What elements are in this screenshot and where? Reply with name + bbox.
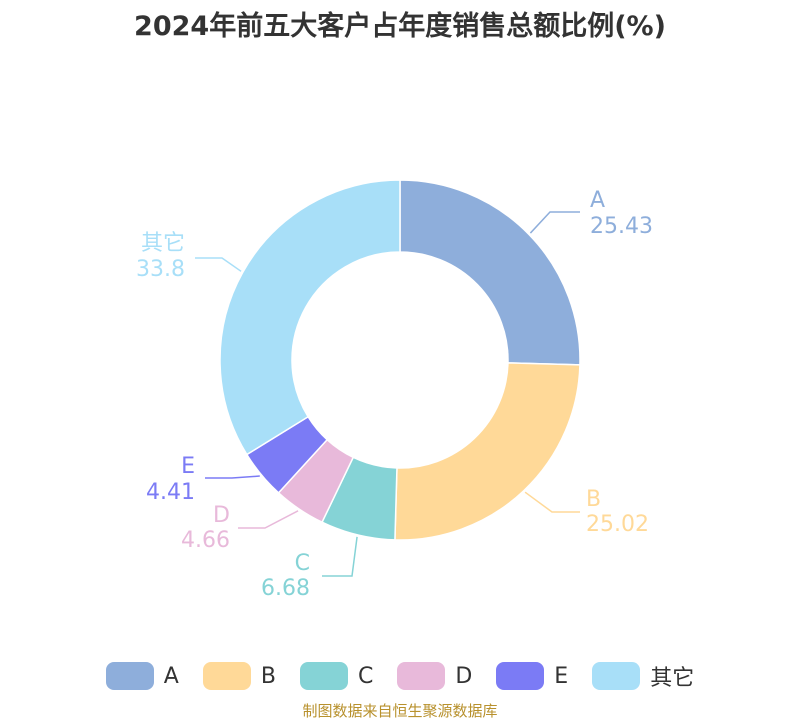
slice-value-label-e: 4.41: [146, 480, 195, 505]
leader-line-d: [238, 510, 299, 529]
legend-item-other[interactable]: 其它: [592, 660, 694, 692]
slice-value-label-b: 25.02: [586, 512, 649, 537]
slice-name-label-d: D: [213, 503, 230, 528]
slice-name-label-other: 其它: [141, 231, 185, 256]
legend-item-c[interactable]: C: [299, 662, 374, 690]
source-note: 制图数据来自恒生聚源数据库: [302, 702, 498, 720]
legend-swatch-e: [496, 662, 545, 690]
slice-b[interactable]: [394, 362, 581, 541]
slice-name-label-b: B: [586, 487, 601, 512]
legend-label-other: 其它: [650, 666, 695, 691]
legend-label-d: D: [455, 663, 473, 689]
chart-legend: A B C D E 其它: [0, 658, 800, 694]
legend-label-e: E: [554, 663, 569, 689]
leader-line-a: [529, 211, 580, 234]
slice-other[interactable]: [219, 179, 401, 456]
slice-name-label-e: E: [181, 454, 195, 479]
legend-swatch-a: [105, 662, 154, 690]
leader-line-b: [524, 491, 580, 513]
legend-item-d[interactable]: D: [397, 662, 472, 690]
slice-value-label-c: 6.68: [261, 576, 310, 601]
legend-item-b[interactable]: B: [202, 662, 276, 690]
legend-label-b: B: [260, 663, 276, 689]
slice-a[interactable]: [399, 179, 581, 366]
leader-line-e: [205, 475, 260, 479]
legend-swatch-d: [397, 662, 446, 690]
legend-label-a: A: [163, 663, 179, 689]
legend-item-e[interactable]: E: [496, 662, 568, 690]
slice-value-label-a: 25.43: [590, 214, 653, 239]
leader-line-c: [322, 536, 358, 577]
legend-label-c: C: [357, 663, 374, 689]
legend-item-a[interactable]: A: [105, 662, 179, 690]
slice-name-label-c: C: [295, 551, 310, 576]
slice-value-label-other: 33.8: [136, 257, 185, 282]
legend-swatch-c: [299, 662, 348, 690]
legend-swatch-b: [202, 662, 251, 690]
chart-title: 2024年前五大客户占年度销售总额比例(%): [134, 11, 666, 42]
slice-value-label-d: 4.66: [181, 528, 230, 553]
leader-line-other: [195, 257, 242, 272]
legend-swatch-other: [592, 662, 641, 690]
slice-name-label-a: A: [590, 188, 605, 213]
